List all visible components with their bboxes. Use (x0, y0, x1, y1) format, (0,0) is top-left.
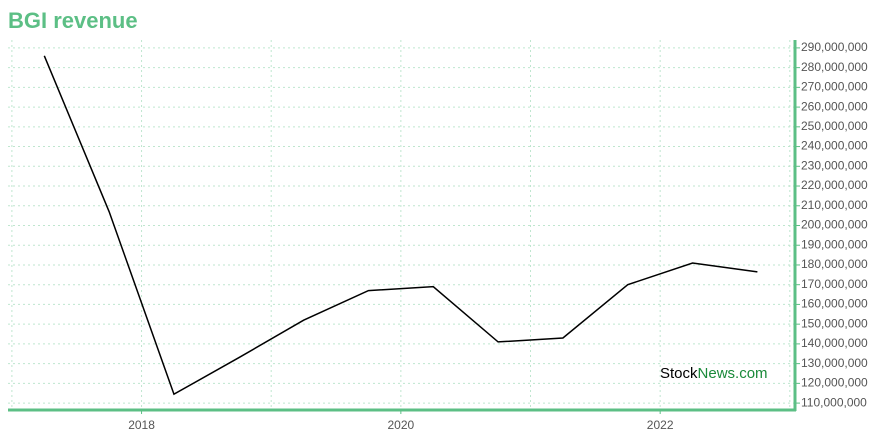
watermark: StockNews.com (660, 365, 768, 382)
y-tick-label: 270,000,000 (801, 80, 868, 94)
y-tick-label: 190,000,000 (801, 237, 868, 251)
line-series (43, 55, 758, 396)
y-tick-label: 220,000,000 (801, 178, 868, 192)
y-tick-label: 230,000,000 (801, 158, 868, 172)
y-tick-label: 140,000,000 (801, 336, 868, 350)
watermark-stock: Stock (660, 365, 698, 382)
chart-title: BGI revenue (8, 8, 138, 33)
y-tick-label: 150,000,000 (801, 316, 868, 330)
y-tick-label: 240,000,000 (801, 139, 868, 153)
y-tick-label: 250,000,000 (801, 119, 868, 133)
y-tick-label: 130,000,000 (801, 356, 868, 370)
watermark-news: News.com (698, 365, 768, 382)
y-tick-label: 160,000,000 (801, 297, 868, 311)
y-tick-label: 200,000,000 (801, 218, 868, 232)
y-tick-label: 120,000,000 (801, 376, 868, 390)
x-tick-label: 2018 (128, 418, 155, 432)
y-tick-label: 280,000,000 (801, 60, 868, 74)
y-tick-label: 290,000,000 (801, 40, 868, 54)
y-tick-label: 210,000,000 (801, 198, 868, 212)
x-tick-label: 2020 (388, 418, 415, 432)
y-tick-label: 260,000,000 (801, 99, 868, 113)
y-tick-label: 180,000,000 (801, 257, 868, 271)
x-tick-label: 2022 (647, 418, 674, 432)
y-tick-label: 110,000,000 (801, 395, 867, 409)
y-tick-label: 170,000,000 (801, 277, 868, 291)
